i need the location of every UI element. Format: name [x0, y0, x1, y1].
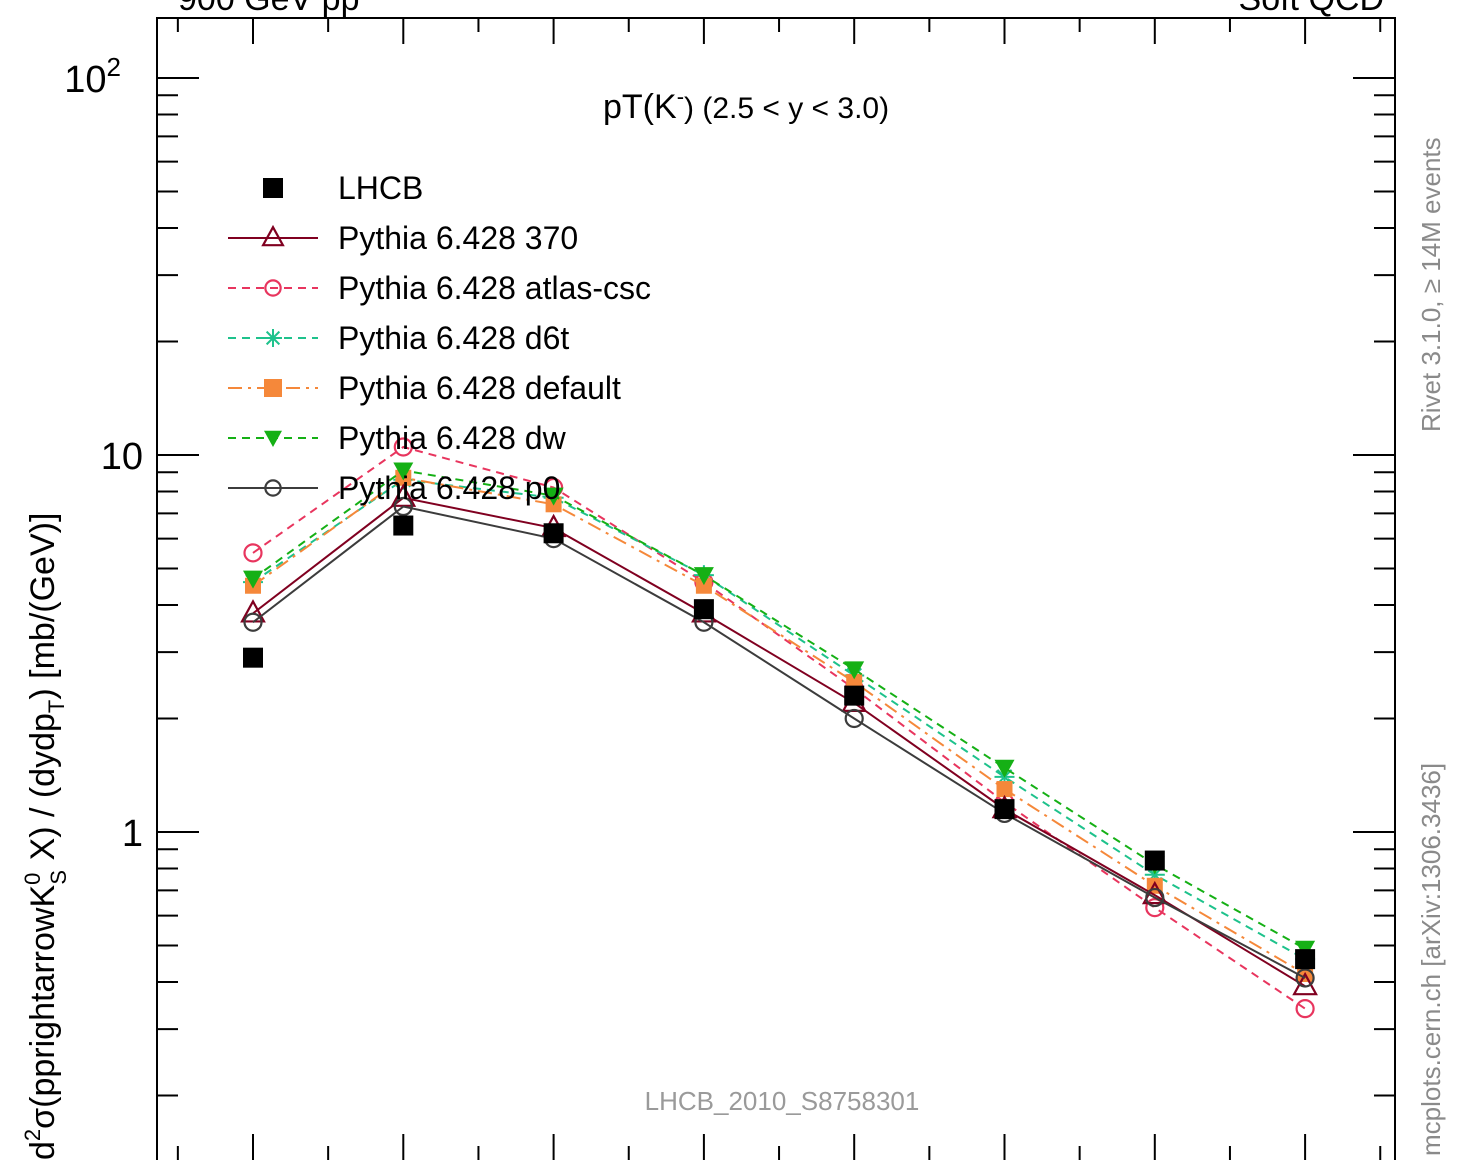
- legend: LHCB Pythia 6.428 370 Pythia 6.428 atlas-c…: [228, 170, 651, 506]
- header-left: 900 GeV pp: [178, 0, 359, 18]
- series-6: [243, 496, 1315, 988]
- legend-entry: Pythia 6.428 atlas-csc: [228, 270, 651, 306]
- data-point: [994, 759, 1015, 778]
- chart-title: pT(K-) (2.5 < y < 3.0): [603, 84, 889, 126]
- data-point: [243, 647, 263, 668]
- data-point: [543, 523, 564, 544]
- data-point: [994, 799, 1015, 820]
- axis-ticks: [157, 18, 1395, 1160]
- y-tick-label: 102: [64, 52, 121, 101]
- series-line: [252, 445, 1306, 1010]
- legend-label: Pythia 6.428 atlas-csc: [338, 270, 651, 306]
- rivet-label: Rivet 3.1.0, ≥ 14M events: [1416, 137, 1446, 432]
- series-0: [243, 515, 1316, 970]
- y-axis-label: d2σ(pprightarrowK0S X) / (dydpT) [mb/(Ge…: [20, 513, 71, 1160]
- legend-marker: [264, 479, 282, 497]
- legend-entry: Pythia 6.428 d6t: [228, 320, 569, 356]
- chart-title-sup: -: [677, 84, 684, 109]
- data-point: [1295, 968, 1315, 988]
- legend-label: Pythia 6.428 d6t: [338, 320, 569, 356]
- series-line: [252, 476, 1306, 975]
- series-1: [240, 483, 1318, 996]
- data-point: [393, 437, 413, 457]
- chart-title-main: pT(K: [603, 88, 677, 126]
- data-point: [1144, 850, 1165, 871]
- legend-label: Pythia 6.428 370: [338, 220, 578, 256]
- series-line: [252, 469, 1306, 950]
- analysis-watermark: LHCB_2010_S8758301: [645, 1086, 920, 1116]
- legend-entry: Pythia 6.428 default: [228, 370, 621, 406]
- data-point: [1141, 880, 1168, 905]
- legend-marker: [264, 379, 282, 397]
- chart-title-rest: ) (2.5 < y < 3.0): [684, 92, 889, 125]
- legend-label: LHCB: [338, 170, 423, 206]
- data-point: [844, 661, 865, 680]
- data-point: [693, 567, 714, 586]
- data-point: [543, 487, 564, 506]
- series-line: [252, 496, 1306, 988]
- data-point: [393, 496, 413, 517]
- y-tick-labels: 1 10 102: [64, 52, 143, 855]
- legend-label: Pythia 6.428 dw: [338, 420, 567, 456]
- legend-marker: [261, 224, 285, 247]
- data-point: [243, 612, 263, 632]
- data-point: [1145, 887, 1165, 908]
- plot-frame: [156, 17, 1396, 1160]
- legend-entry: Pythia 6.428 dw: [228, 420, 567, 456]
- data-point: [393, 462, 414, 481]
- mcplots-label: mcplots.cern.ch [arXiv:1306.3436]: [1416, 763, 1446, 1156]
- data-point: [243, 570, 263, 589]
- series-line: [252, 478, 1306, 961]
- data-point: [243, 543, 263, 563]
- legend-marker: [264, 430, 282, 447]
- data-point: [1295, 949, 1316, 970]
- data-point: [695, 577, 712, 594]
- data-point: [1295, 999, 1315, 1019]
- data-point: [393, 515, 414, 536]
- series-line: [252, 505, 1306, 979]
- data-point: [844, 685, 865, 706]
- data-point: [1145, 898, 1165, 918]
- legend-entry: Pythia 6.428 370: [228, 220, 578, 256]
- y-tick-label: 10: [101, 436, 143, 478]
- y-tick-label: 1: [122, 813, 143, 855]
- data-point: [844, 708, 864, 729]
- legend-marker: [264, 279, 282, 297]
- legend-entry: Pythia 6.428 p0: [228, 470, 560, 506]
- legend-label: Pythia 6.428 default: [338, 370, 621, 406]
- legend-entry: LHCB: [263, 170, 423, 206]
- legend-label: Pythia 6.428 p0: [338, 470, 560, 506]
- header-right: Soft QCD: [1239, 0, 1384, 18]
- legend-marker: [263, 178, 283, 198]
- data-point: [996, 781, 1013, 798]
- star-stroke: [265, 330, 281, 346]
- legend-marker: [264, 329, 282, 347]
- series-layer: [240, 437, 1318, 1019]
- data-point: [693, 599, 714, 620]
